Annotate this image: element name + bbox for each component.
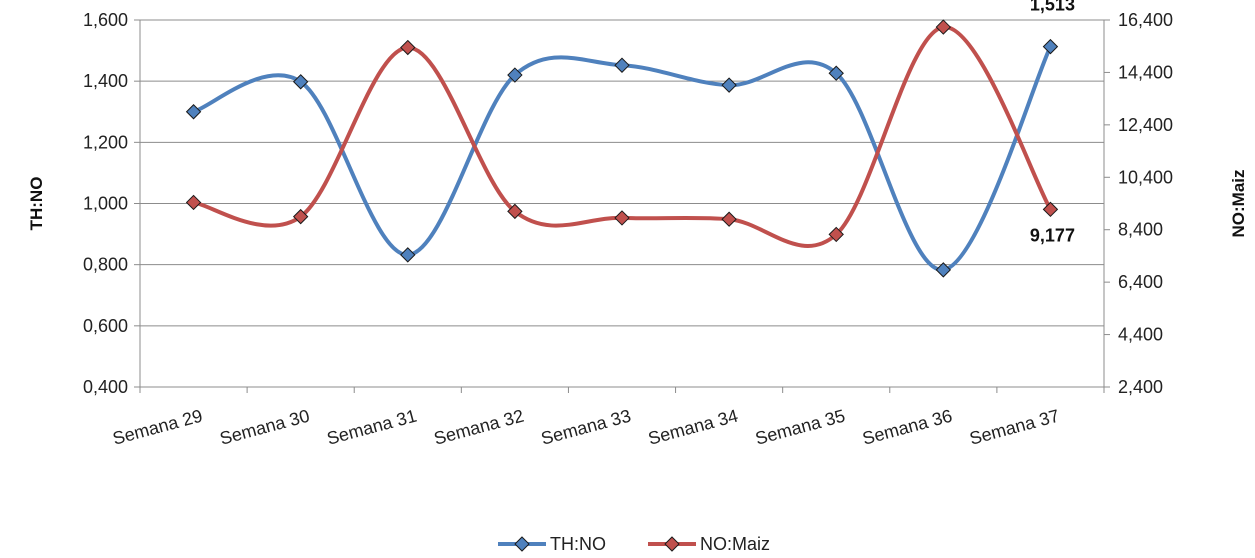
left-tick-label: 0,400 — [83, 377, 128, 397]
data-point-th-no — [828, 65, 844, 81]
left-tick-label: 1,400 — [83, 71, 128, 91]
x-tick-label: Semana 34 — [646, 406, 740, 449]
data-labels: 1,513 9,177 — [1030, 0, 1075, 245]
right-tick-label: 4,400 — [1118, 325, 1163, 345]
data-point-th-no — [507, 67, 523, 83]
right-tick-label: 8,400 — [1118, 220, 1163, 240]
left-tick-label: 0,800 — [83, 255, 128, 275]
left-tick-label: 1,600 — [83, 10, 128, 30]
legend-item-no-maiz: NO:Maiz — [648, 534, 770, 554]
data-point-no-maiz — [292, 208, 309, 225]
series-markers — [185, 19, 1059, 278]
left-axis-title: TH:NO — [27, 177, 46, 231]
data-point-no-maiz — [185, 194, 202, 211]
legend-label: TH:NO — [550, 534, 606, 554]
legend-label: NO:Maiz — [700, 534, 770, 554]
axes — [134, 19, 1110, 393]
data-point-no-maiz — [507, 203, 523, 220]
legend: TH:NO NO:Maiz — [498, 534, 770, 554]
data-point-th-no — [935, 262, 952, 278]
right-axis-title: NO:Maiz — [1229, 170, 1248, 238]
x-tick-label: Semana 32 — [432, 406, 526, 449]
right-tick-label: 14,400 — [1118, 62, 1173, 82]
data-point-th-no — [614, 57, 630, 73]
legend-marker — [514, 536, 530, 552]
data-point-no-maiz — [721, 211, 737, 227]
left-tick-label: 1,000 — [83, 194, 128, 214]
right-tick-label: 10,400 — [1118, 167, 1173, 187]
x-axis-tick-labels: Semana 29 Semana 30 Semana 31 Semana 32 Sema… — [110, 406, 1061, 449]
data-point-no-maiz — [614, 210, 630, 226]
right-tick-label: 16,400 — [1118, 10, 1173, 30]
data-point-th-no — [185, 104, 202, 120]
data-point-th-no — [400, 247, 416, 263]
x-tick-label: Semana 36 — [860, 406, 954, 449]
left-axis-tick-labels: 0,400 0,600 0,800 1,000 1,200 1,400 1,600 — [83, 10, 128, 397]
left-tick-label: 0,600 — [83, 316, 128, 336]
legend-item-th-no: TH:NO — [498, 534, 606, 554]
data-point-th-no — [1042, 38, 1059, 55]
x-tick-label: Semana 29 — [110, 406, 204, 449]
right-tick-label: 12,400 — [1118, 115, 1173, 135]
right-tick-label: 6,400 — [1118, 272, 1163, 292]
x-tick-label: Semana 33 — [539, 406, 633, 449]
data-label: 9,177 — [1030, 225, 1075, 245]
series-line-th-no — [191, 44, 1053, 272]
data-point-no-maiz — [828, 226, 844, 243]
x-tick-label: Semana 35 — [753, 406, 847, 449]
right-axis-tick-labels: 2,400 4,400 6,400 8,400 10,400 12,400 14,400 16… — [1118, 10, 1173, 397]
x-tick-label: Semana 37 — [967, 406, 1061, 449]
x-tick-label: Semana 30 — [218, 406, 312, 449]
x-tick-label: Semana 31 — [325, 406, 419, 449]
data-point-th-no — [292, 74, 309, 90]
data-label: 1,513 — [1030, 0, 1075, 15]
left-tick-label: 1,200 — [83, 132, 128, 152]
legend-marker — [664, 536, 680, 552]
data-point-no-maiz — [935, 19, 952, 35]
data-point-no-maiz — [400, 39, 416, 56]
right-tick-label: 2,400 — [1118, 377, 1163, 397]
data-point-no-maiz — [1042, 201, 1059, 218]
data-point-th-no — [721, 77, 737, 93]
